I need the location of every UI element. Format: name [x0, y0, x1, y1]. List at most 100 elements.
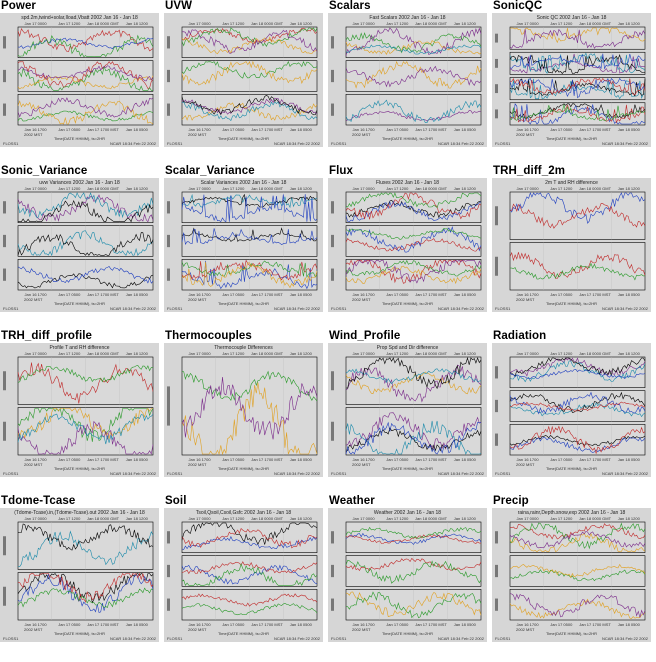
plot-label[interactable]: Power: [1, 0, 37, 12]
year-label: 2002 MST: [188, 297, 207, 302]
bottom-tick-label: Jan 17 0500: [550, 457, 573, 462]
top-tick-label: Jan 17 0000: [25, 351, 48, 356]
plot-thumbnail-trh-diff-profile[interactable]: TRH_diff_profile Profile T and RH differe…: [0, 330, 164, 495]
plot-thumbnail-weather[interactable]: Weather Weather 2002 Jan 16 - Jan 18 Jan 1…: [328, 495, 492, 660]
year-label: 2002 MST: [352, 462, 371, 467]
series-line: [181, 95, 318, 116]
plot-title: raina,rainr,Depth.snow,exp 2002 Jan 16 -…: [518, 510, 626, 516]
bottom-tick-label: Jan 16 1700: [189, 292, 212, 297]
plot-label[interactable]: Tdome-Tcase: [1, 495, 76, 507]
series-line: [345, 65, 482, 88]
plot-label[interactable]: Sonic_Variance: [1, 165, 88, 177]
plot-thumbnail-trh-diff-2m[interactable]: TRH_diff_2m 2m T and RH difference Jan 17 …: [492, 165, 656, 330]
series-line: [509, 401, 646, 412]
series-line: [181, 522, 318, 546]
series-line: [509, 53, 646, 70]
top-tick-label: Jan 17 1200: [386, 516, 409, 521]
series-line: [181, 27, 318, 47]
footer-left: FLOSS1: [331, 141, 347, 146]
plot-thumbnail-precip[interactable]: Precip raina,rainr,Depth.snow,exp 2002 Ja…: [492, 495, 656, 660]
plot-thumbnail-thermocouples[interactable]: Thermocouples Thermocouple Differences Jan…: [164, 330, 328, 495]
y-axis-label: [331, 268, 334, 281]
y-axis-label: [3, 421, 6, 441]
bottom-tick-label: Jan 18 0500: [290, 457, 313, 462]
y-axis-label: [167, 69, 170, 83]
series-line: [17, 420, 154, 455]
plot-label[interactable]: Scalars: [329, 0, 371, 12]
series-line: [181, 563, 318, 586]
series-line: [17, 273, 154, 289]
top-tick-label: Jan 18 0000 GMT: [251, 351, 284, 356]
year-label: 2002 MST: [352, 132, 371, 137]
bottom-tick-label: Jan 17 0500: [58, 127, 81, 132]
plot-thumbnail-soil[interactable]: Soil Tsoil,Qsoil,Csoil,Gsfc 2002 Jan 16 -…: [164, 495, 328, 660]
series-line: [17, 413, 154, 445]
plot-thumbnail-radiation[interactable]: Radiation Jan 17 0000 Jan 17 1200 Jan 18 00…: [492, 330, 656, 495]
series-line: [509, 54, 646, 74]
bottom-tick-label: Jan 17 1700 MST: [415, 127, 447, 132]
footer-right: NCAR 18:34 Feb 22 2002: [602, 471, 649, 476]
bottom-tick-label: Jan 16 1700: [517, 622, 540, 627]
series-line: [345, 228, 482, 240]
plot-thumbnail-wind-profile[interactable]: Wind_Profile Prop Spd and Dir difference J…: [328, 330, 492, 495]
year-label: 2002 MST: [188, 462, 207, 467]
plot-label[interactable]: Soil: [165, 495, 187, 507]
bottom-tick-label: Jan 17 0500: [550, 127, 573, 132]
time-axis-label: Time(DATE HHMM), ts=2HR: [218, 136, 269, 141]
y-axis-label: [167, 598, 170, 611]
y-axis-label: [331, 234, 334, 248]
plot-label[interactable]: Scalar_Variance: [165, 165, 255, 177]
series-line: [509, 78, 646, 100]
series-line: [345, 32, 482, 54]
plot-label[interactable]: Radiation: [493, 330, 547, 342]
series-line: [345, 526, 482, 539]
plot-thumbnail-scalars[interactable]: Scalars Fast Scalars 2002 Jan 16 - Jan 18…: [328, 0, 492, 165]
top-tick-label: Jan 17 0000: [517, 186, 540, 191]
footer-right: NCAR 18:34 Feb 22 2002: [602, 306, 649, 311]
series-line: [17, 37, 154, 50]
plot-thumbnail-sonicqc[interactable]: SonicQC Sonic QC 2002 Jan 16 - Jan 18 Jan …: [492, 0, 656, 165]
top-tick-label: Jan 17 1200: [222, 351, 245, 356]
bottom-tick-label: Jan 16 1700: [25, 127, 48, 132]
series-line: [17, 407, 154, 442]
plot-thumbnail-power[interactable]: Power spd.2m,twind+solar,Iload,Vbatt 2002…: [0, 0, 164, 165]
plot-label[interactable]: Weather: [329, 495, 375, 507]
series-line: [17, 573, 154, 613]
footer-left: FLOSS1: [495, 141, 511, 146]
series-line: [17, 75, 154, 90]
series-line: [509, 78, 646, 97]
y-axis-label: [495, 399, 498, 413]
series-line: [345, 27, 482, 56]
bottom-tick-label: Jan 17 0500: [550, 622, 573, 627]
plot-thumbnail-uvw[interactable]: UVW Jan 17 0000 Jan 17 1200 Jan 18 0000 GMT…: [164, 0, 328, 165]
plot-label[interactable]: Thermocouples: [165, 330, 252, 342]
top-tick-label: Jan 18 1200: [290, 516, 313, 521]
plot-title: (Tdome-Tcase).in,(Tdome-Tcase).out 2002 …: [14, 510, 145, 516]
y-axis-label: [331, 564, 334, 578]
plot-label[interactable]: UVW: [165, 0, 193, 12]
plot-label[interactable]: SonicQC: [493, 0, 543, 12]
bottom-tick-label: Jan 17 0500: [58, 622, 81, 627]
plot-label[interactable]: TRH_diff_profile: [1, 330, 93, 342]
top-tick-label: Jan 18 0000 GMT: [87, 186, 120, 191]
bottom-tick-label: Jan 17 1700 MST: [87, 457, 119, 462]
top-tick-label: Jan 18 0000 GMT: [415, 516, 448, 521]
plot-thumbnail-scalar-variance[interactable]: Scalar_Variance Scalar Variances 2002 Jan…: [164, 165, 328, 330]
plot-thumbnail-tdome-tcase[interactable]: Tdome-Tcase (Tdome-Tcase).in,(Tdome-Tcase…: [0, 495, 164, 660]
plot-title: Tsoil,Qsoil,Csoil,Gsfc 2002 Jan 16 - Jan…: [196, 510, 292, 516]
plot-label[interactable]: Precip: [493, 495, 529, 507]
series-line: [181, 60, 318, 86]
plot-label[interactable]: Flux: [329, 165, 354, 177]
plot-label[interactable]: TRH_diff_2m: [493, 165, 566, 177]
series-line: [17, 192, 154, 219]
bottom-tick-label: Jan 18 0500: [454, 127, 477, 132]
time-axis-label: Time(DATE HHMM), ts=2HR: [218, 301, 269, 306]
footer-left: FLOSS1: [167, 471, 183, 476]
bottom-tick-label: Jan 16 1700: [517, 457, 540, 462]
series-line: [509, 262, 646, 281]
plot-thumbnail-flux[interactable]: Flux Fluxes 2002 Jan 16 - Jan 18 Jan 17 00…: [328, 165, 492, 330]
plot-label[interactable]: Wind_Profile: [329, 330, 401, 342]
year-label: 2002 MST: [516, 627, 535, 632]
plot-title: uvw Variances 2002 Jan 16 - Jan 18: [39, 180, 120, 186]
